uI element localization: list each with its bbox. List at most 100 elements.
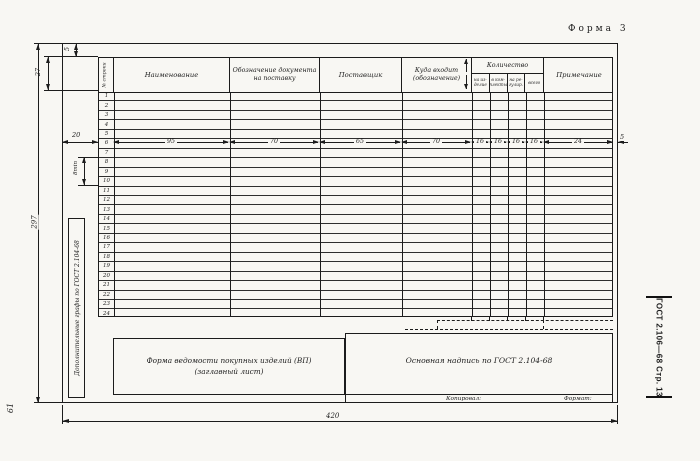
table-row: 17 bbox=[99, 243, 612, 253]
row-number: 6 bbox=[104, 140, 109, 147]
header-note-label: Примечание bbox=[556, 70, 602, 79]
arrow-up-icon bbox=[46, 57, 50, 63]
dim-left-margin-arrow-r bbox=[92, 139, 98, 144]
title-block-label: Основная надпись по ГОСТ 2.104-68 bbox=[405, 356, 553, 365]
column-line bbox=[490, 92, 491, 316]
column-width-dim: 65 bbox=[319, 138, 401, 147]
header-divider bbox=[99, 92, 612, 93]
header-quantity-group: Количество на из- делие в ком- плекты на… bbox=[472, 58, 544, 92]
form-caption-line2: (заглавный лист) bbox=[194, 366, 264, 376]
column-width-dim-label: 16 bbox=[509, 138, 522, 146]
column-width-dim-label: 65 bbox=[353, 138, 366, 146]
column-width-dimensions: 95 70 65 70 16 16 16 16 24 bbox=[113, 138, 613, 147]
row-number: 7 bbox=[104, 149, 109, 156]
row-number: 17 bbox=[103, 244, 110, 251]
arrow-down-icon bbox=[74, 51, 78, 57]
form-caption-line1: Форма ведомости покупных изделий (ВП) bbox=[146, 355, 312, 365]
dashed-continuation-line bbox=[405, 329, 613, 330]
arrow-up-icon bbox=[464, 59, 468, 64]
column-line bbox=[544, 92, 545, 316]
row-number: 10 bbox=[103, 178, 110, 185]
table-row: 9 bbox=[99, 168, 612, 178]
title-block-box: Основная надпись по ГОСТ 2.104-68 Копиро… bbox=[345, 333, 613, 403]
table-row: 19 bbox=[99, 262, 612, 272]
table-row: 6 bbox=[99, 139, 612, 149]
table-row: 15 bbox=[99, 224, 612, 234]
dim-ext-line bbox=[34, 43, 62, 44]
row-number: 2 bbox=[104, 102, 109, 109]
row-number: 15 bbox=[103, 225, 110, 232]
row-number: 11 bbox=[103, 187, 110, 194]
dim-left-margin-line bbox=[62, 142, 98, 143]
purchased-items-table: № строки Наименование Обозначение докуме… bbox=[98, 57, 613, 317]
row-number: 22 bbox=[103, 291, 110, 298]
dim-ext-line bbox=[34, 402, 62, 403]
table-row: 2 bbox=[99, 101, 612, 111]
header-name: Наименование bbox=[114, 58, 230, 92]
column-line bbox=[320, 92, 321, 316]
dim-ext-line bbox=[78, 157, 98, 158]
dim-ext-line bbox=[44, 90, 98, 91]
dim-ext-line bbox=[78, 185, 98, 186]
dim-sheet-height-label: 297 bbox=[30, 214, 39, 230]
column-line bbox=[526, 92, 527, 316]
row-number: 24 bbox=[103, 310, 110, 317]
header-name-label: Наименование bbox=[144, 70, 199, 79]
dim-right-gap-arrow2 bbox=[618, 139, 624, 144]
qty-sub-in-sets: в ком- плекты bbox=[489, 74, 508, 92]
row-number: 21 bbox=[103, 282, 110, 289]
sheet-frame bbox=[62, 43, 618, 403]
header-document-line2: на поставку bbox=[253, 75, 296, 82]
dashed-connector bbox=[437, 320, 438, 329]
dim-left-margin-arrow-l bbox=[62, 139, 68, 144]
dim-sheet-width-label: 420 bbox=[325, 412, 341, 420]
header-quantity-label: Количество bbox=[472, 58, 543, 74]
row-number: 16 bbox=[103, 235, 110, 242]
row-number: 20 bbox=[103, 272, 110, 279]
table-row: 24 bbox=[99, 309, 612, 317]
dim-row-height-label: 8min bbox=[73, 159, 80, 177]
dim-ext-line bbox=[44, 56, 98, 57]
table-row: 16 bbox=[99, 234, 612, 244]
column-width-dim: 95 bbox=[113, 138, 229, 147]
column-width-dim-label: 70 bbox=[429, 138, 442, 146]
header-where-used: Куда входит (обозначение) bbox=[402, 58, 472, 92]
row-number: 8 bbox=[104, 159, 109, 166]
qty-sub-total: всего bbox=[525, 74, 543, 92]
column-line bbox=[402, 92, 403, 316]
arrow-up-icon bbox=[36, 44, 40, 50]
column-width-dim-label: 16 bbox=[527, 138, 540, 146]
qty-sub-line: на ре- bbox=[509, 77, 523, 83]
header-where-used-line1: Куда входит bbox=[414, 67, 459, 75]
header-subrow-dim-mark bbox=[466, 59, 467, 72]
column-line bbox=[508, 92, 509, 316]
column-width-dim: 70 bbox=[401, 138, 471, 147]
dim-top-gap-line bbox=[74, 44, 78, 57]
header-line-number-label: № строки bbox=[103, 62, 109, 88]
table-row: 12 bbox=[99, 196, 612, 206]
table-row: 23 bbox=[99, 300, 612, 310]
dim-sheet-width-arrow-l bbox=[62, 419, 69, 423]
dim-top-gap-label: 5 bbox=[63, 45, 72, 53]
table-row: 14 bbox=[99, 215, 612, 225]
row-number: 19 bbox=[103, 263, 110, 270]
row-number: 12 bbox=[103, 197, 110, 204]
dim-ext-line bbox=[617, 405, 618, 424]
quantity-column-continuation bbox=[543, 316, 544, 321]
column-line bbox=[114, 92, 115, 316]
quantity-subheaders: на из- делие в ком- плекты на ре- гулир.… bbox=[472, 74, 543, 92]
column-width-dim-label: 16 bbox=[491, 138, 504, 146]
title-block-bottom-strip: Копировал: Формат: bbox=[346, 394, 612, 404]
column-width-dim: 16 bbox=[525, 138, 543, 147]
header-subrow-dim-mark bbox=[466, 75, 467, 89]
arrow-up-icon bbox=[74, 44, 78, 50]
table-row: 7 bbox=[99, 149, 612, 159]
dim-header-height-line bbox=[46, 57, 50, 90]
qty-sub-line: гулир. bbox=[509, 82, 523, 87]
table-row: 5 bbox=[99, 130, 612, 140]
qty-sub-line: всего bbox=[528, 79, 541, 85]
header-note: Примечание bbox=[544, 58, 614, 92]
dim-right-gap-arrow bbox=[607, 139, 613, 144]
quantity-column-continuation bbox=[489, 316, 490, 321]
arrow-up-icon bbox=[82, 157, 86, 163]
